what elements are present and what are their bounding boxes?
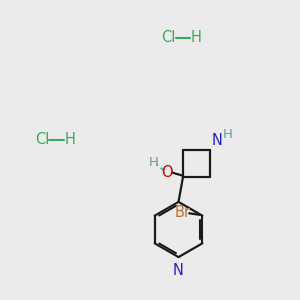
- Text: O: O: [161, 165, 172, 180]
- Text: H: H: [64, 132, 75, 147]
- Text: Br: Br: [175, 205, 191, 220]
- Text: H: H: [223, 128, 232, 141]
- Text: N: N: [212, 133, 222, 148]
- Text: Cl: Cl: [35, 132, 49, 147]
- Text: N: N: [173, 263, 184, 278]
- Text: H: H: [190, 30, 201, 45]
- Text: H: H: [149, 156, 159, 170]
- Text: Cl: Cl: [161, 30, 175, 45]
